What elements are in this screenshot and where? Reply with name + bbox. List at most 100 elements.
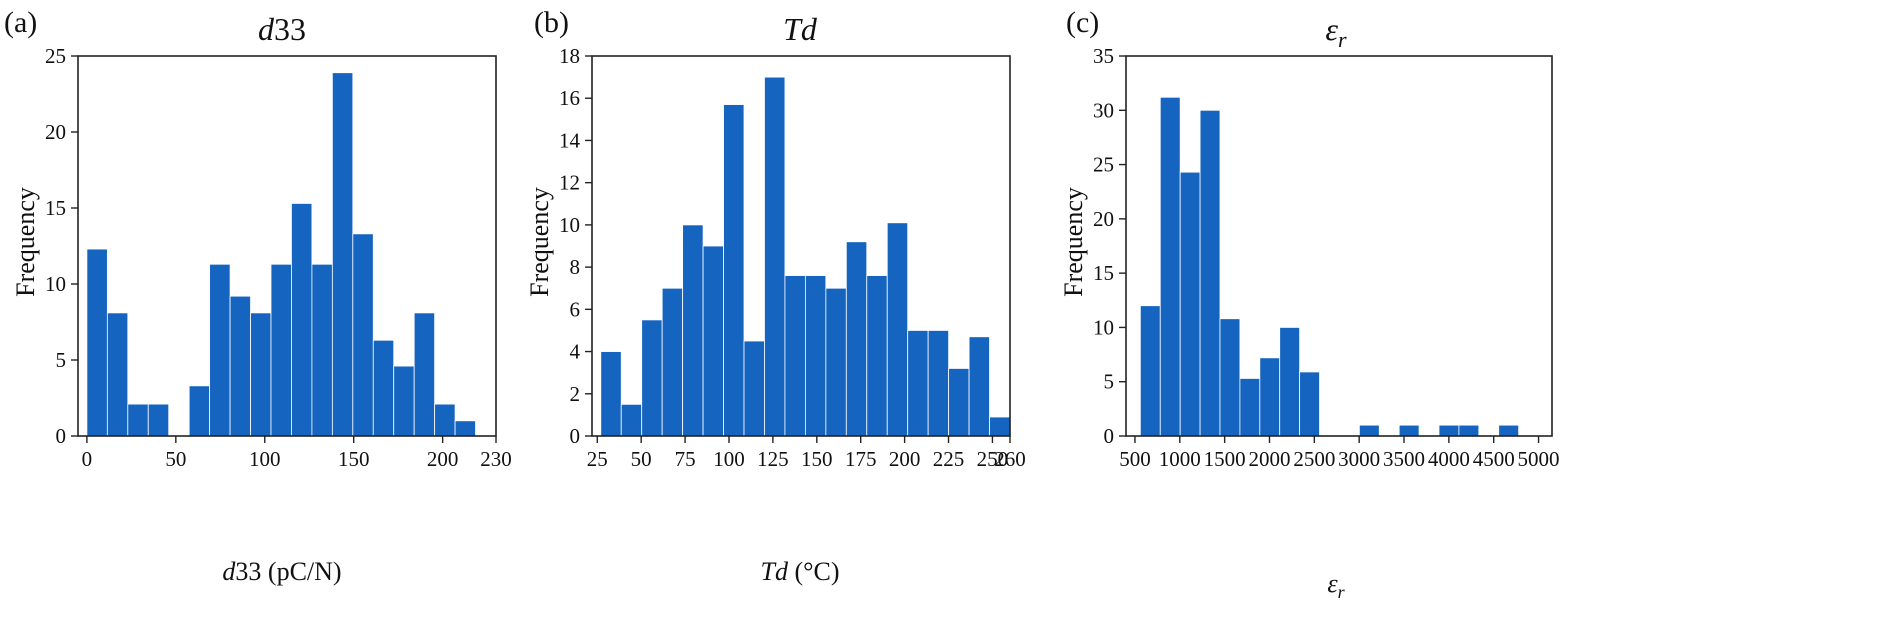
bar-td-11 bbox=[825, 287, 847, 437]
ytick-label-d33-4: 20 bbox=[45, 120, 66, 144]
bar-td-5 bbox=[702, 245, 724, 437]
ticks-epsilon-r: 500 1000 1500 2000 2500 3000 3500 4000 4500 5000 0… bbox=[1093, 44, 1560, 471]
bar-td-19 bbox=[989, 416, 1011, 437]
bar-epsilon-r-11 bbox=[1358, 424, 1380, 437]
bars-d33 bbox=[86, 72, 476, 437]
panel-label-b: (b) bbox=[534, 6, 569, 39]
panel-label-c: (c) bbox=[1066, 6, 1099, 39]
bar-td-14 bbox=[886, 222, 909, 437]
ylabel-td: Frequency bbox=[525, 187, 554, 297]
bar-td-15 bbox=[907, 330, 929, 437]
bar-d33-5 bbox=[188, 385, 211, 437]
ytick-label-d33-5: 25 bbox=[45, 44, 66, 68]
panel-epsilon-r: (c) εr Frequency εr 500 1000 1500 2000 2500 3… bbox=[1059, 6, 1560, 602]
xtick-label-d33-0: 0 bbox=[82, 447, 93, 471]
bar-td-10 bbox=[804, 275, 827, 437]
panel-td: (b) Td Frequency Td (°C) 25 50 75 100 125 150… bbox=[525, 6, 1026, 586]
xtick-label-td-10: 260 bbox=[994, 447, 1026, 471]
xtick-label-epsilon-r-8: 4500 bbox=[1473, 447, 1515, 471]
frame-epsilon-r bbox=[1125, 55, 1553, 437]
bar-td-18 bbox=[968, 336, 990, 437]
bar-td-2 bbox=[641, 319, 663, 437]
ytick-label-d33-3: 15 bbox=[45, 196, 66, 220]
xtick-label-d33-3: 150 bbox=[338, 447, 370, 471]
bar-epsilon-r-7 bbox=[1279, 327, 1301, 437]
xtick-label-epsilon-r-3: 2000 bbox=[1248, 447, 1290, 471]
frame-d33 bbox=[77, 55, 497, 437]
xtick-label-d33-5: 230 bbox=[480, 447, 512, 471]
bar-d33-18 bbox=[454, 420, 476, 437]
xtick-label-td-0: 25 bbox=[587, 447, 608, 471]
bar-td-6 bbox=[723, 104, 745, 437]
bar-d33-1 bbox=[106, 312, 129, 437]
xtick-label-epsilon-r-2: 1500 bbox=[1204, 447, 1246, 471]
xtick-label-td-5: 150 bbox=[801, 447, 833, 471]
xtick-label-epsilon-r-6: 3500 bbox=[1383, 447, 1425, 471]
xtick-label-epsilon-r-1: 1000 bbox=[1159, 447, 1201, 471]
bar-td-4 bbox=[682, 224, 704, 437]
bar-d33-3 bbox=[147, 403, 170, 437]
ytick-label-epsilon-r-7: 35 bbox=[1093, 44, 1114, 68]
title-d33: d33 bbox=[258, 11, 306, 47]
ytick-label-td-1: 2 bbox=[570, 382, 581, 406]
bar-d33-2 bbox=[127, 403, 149, 437]
xtick-label-td-8: 225 bbox=[933, 447, 965, 471]
bar-epsilon-r-18 bbox=[1498, 424, 1520, 437]
bar-d33-10 bbox=[291, 203, 313, 437]
bar-td-9 bbox=[784, 275, 806, 437]
xlabel-epsilon-r: εr bbox=[1327, 569, 1345, 602]
xtick-label-td-7: 200 bbox=[889, 447, 921, 471]
xlabel-d33: d33 (pC/N) bbox=[222, 557, 341, 586]
bar-d33-12 bbox=[331, 72, 354, 437]
ytick-label-epsilon-r-1: 5 bbox=[1104, 370, 1115, 394]
ytick-label-td-3: 6 bbox=[570, 297, 581, 321]
bar-epsilon-r-1 bbox=[1159, 96, 1181, 437]
ytick-label-d33-1: 5 bbox=[56, 348, 67, 372]
title-epsilon-r: εr bbox=[1325, 11, 1347, 52]
bar-d33-9 bbox=[270, 263, 292, 437]
xtick-label-td-9: 250 bbox=[977, 447, 1009, 471]
ytick-label-td-4: 8 bbox=[570, 255, 581, 279]
bar-epsilon-r-2 bbox=[1179, 171, 1201, 437]
xtick-label-epsilon-r-5: 3000 bbox=[1338, 447, 1380, 471]
bar-d33-6 bbox=[209, 263, 231, 437]
bar-td-0 bbox=[600, 351, 622, 437]
xtick-label-d33-2: 100 bbox=[249, 447, 281, 471]
bar-td-17 bbox=[948, 368, 970, 437]
ytick-label-td-8: 16 bbox=[559, 86, 580, 110]
bar-d33-8 bbox=[250, 312, 272, 437]
ytick-label-td-7: 14 bbox=[559, 128, 581, 152]
bar-td-1 bbox=[620, 403, 643, 437]
ytick-label-epsilon-r-2: 10 bbox=[1093, 315, 1114, 339]
xtick-label-td-3: 100 bbox=[713, 447, 745, 471]
bar-epsilon-r-0 bbox=[1139, 305, 1161, 437]
bar-d33-13 bbox=[352, 233, 374, 437]
bar-epsilon-r-6 bbox=[1259, 357, 1281, 437]
bar-d33-17 bbox=[434, 403, 456, 437]
bar-d33-15 bbox=[393, 365, 415, 437]
bar-epsilon-r-5 bbox=[1239, 378, 1261, 437]
xtick-label-td-4: 125 bbox=[757, 447, 789, 471]
xtick-label-td-6: 175 bbox=[845, 447, 877, 471]
xtick-label-epsilon-r-4: 2500 bbox=[1293, 447, 1335, 471]
bar-td-8 bbox=[764, 76, 786, 437]
bar-epsilon-r-8 bbox=[1299, 371, 1320, 437]
bar-d33-14 bbox=[372, 339, 395, 437]
bars-epsilon-r bbox=[1139, 96, 1520, 437]
xtick-label-td-1: 50 bbox=[631, 447, 652, 471]
ytick-label-epsilon-r-6: 30 bbox=[1093, 98, 1114, 122]
frame-td bbox=[591, 55, 1011, 437]
bars-td bbox=[600, 76, 1011, 437]
xtick-label-epsilon-r-0: 500 bbox=[1119, 447, 1151, 471]
bar-td-12 bbox=[845, 241, 868, 437]
ytick-label-d33-2: 10 bbox=[45, 272, 66, 296]
bar-epsilon-r-13 bbox=[1398, 424, 1420, 437]
ytick-label-d33-0: 0 bbox=[56, 424, 67, 448]
panel-label-a: (a) bbox=[4, 6, 37, 39]
panel-d33: (a) d33 Frequency d33 (pC/N) 0 50 100 150 20… bbox=[4, 6, 512, 586]
bar-d33-16 bbox=[413, 312, 436, 437]
xtick-label-d33-1: 50 bbox=[165, 447, 186, 471]
ytick-label-td-9: 18 bbox=[559, 44, 580, 68]
